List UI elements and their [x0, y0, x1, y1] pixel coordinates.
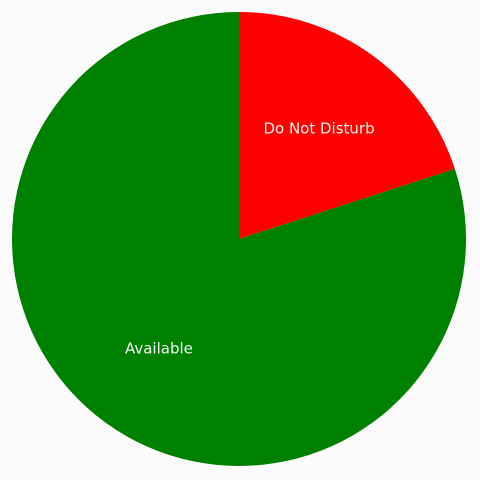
- pie-label-available: Available: [125, 340, 193, 358]
- pie-labels: Do Not Disturb Available: [125, 119, 375, 357]
- pie-slice-do-not-disturb: [239, 12, 455, 239]
- pie-label-do-not-disturb: Do Not Disturb: [263, 119, 374, 137]
- pie-slice-available: [11, 12, 466, 466]
- pie-slices: [11, 12, 466, 466]
